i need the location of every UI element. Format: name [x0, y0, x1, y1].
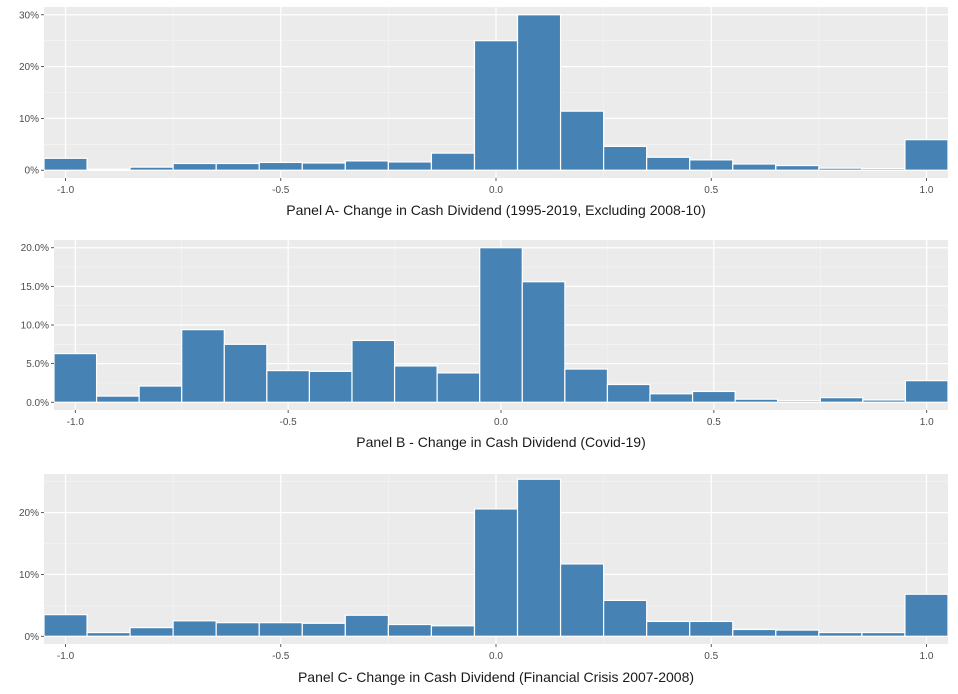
panel-a-bar-4: [215, 162, 260, 171]
panel-c-bar-1: [86, 631, 131, 637]
panel-c-bar-8: [387, 623, 433, 637]
panel-a-x-tick-label: 1.0: [920, 185, 934, 196]
panel-c-x-tick-label: -0.5: [272, 651, 290, 662]
panel-c-bar-16: [732, 628, 777, 637]
panel-c-x-tick-label: 1.0: [920, 651, 934, 662]
panel-b-x-tick-label: 0.0: [494, 417, 508, 428]
panel-c-bar-6: [301, 622, 346, 637]
panel-a-bar-12: [559, 110, 605, 171]
panel-a-bar-16: [732, 163, 777, 171]
panel-b-bar-14: [649, 393, 694, 403]
panel-b-y-tick-label: 20.0%: [21, 243, 49, 254]
panel-a-bar-20: [904, 139, 949, 171]
panel-c-bar-17: [775, 629, 820, 637]
panel-c: 0% 10% 20% -1.0 -0.5 0.0 0.5 1.0 Panel C- Change…: [19, 474, 949, 685]
panel-c-bar-15: [689, 620, 734, 637]
panel-c-bar-18: [818, 631, 863, 637]
panel-a-x-axis-title: Panel A- Change in Cash Dividend (1995-2…: [286, 202, 706, 218]
panel-a-bar-0: [43, 157, 88, 171]
panel-b-bar-6: [308, 370, 353, 403]
panel-b-bar-11: [521, 281, 566, 403]
panel-c-bar-13: [603, 599, 648, 637]
panel-a-y-tick-label: 30%: [19, 10, 39, 21]
panel-a-bar-15: [689, 159, 734, 171]
panel-c-y-tick-label: 20%: [19, 508, 39, 519]
panel-b-y-tick-label: 15.0%: [21, 282, 49, 293]
panel-a: 0% 10% 20% 30% -1.0 -0.5 0.0 0.5 1.0 Panel A- Cha…: [19, 7, 949, 218]
panel-b: 0.0% 5.0% 10.0% 15.0% 20.0% -1.0 -0.5 0.0 0.5 1.0…: [21, 240, 949, 450]
panel-a-bar-7: [344, 160, 389, 171]
panel-c-y-tick-label: 0%: [25, 632, 40, 643]
panel-c-bar-4: [215, 622, 260, 637]
panel-b-bar-10: [479, 247, 523, 403]
panel-a-bar-2: [129, 166, 174, 171]
panel-a-bar-13: [603, 145, 648, 171]
panel-b-y-tick-label: 10.0%: [21, 321, 49, 332]
panel-a-bar-14: [646, 156, 691, 171]
panel-a-x-tick-label: 0.5: [704, 185, 718, 196]
panel-b-bar-17: [777, 400, 821, 403]
panel-c-x-tick-label: -1.0: [57, 651, 75, 662]
panel-a-x-tick-label: -0.5: [272, 185, 290, 196]
panel-c-bar-10: [473, 508, 519, 637]
panel-c-bar-14: [646, 620, 691, 637]
panel-a-bar-8: [387, 161, 433, 171]
panel-c-bar-3: [172, 620, 217, 637]
panel-c-bar-0: [43, 614, 88, 637]
panel-b-x-tick-label: -0.5: [280, 417, 298, 428]
panel-b-bar-20: [904, 380, 949, 403]
panel-c-bar-2: [129, 627, 174, 637]
panel-b-bar-2: [138, 385, 183, 403]
panel-a-bar-10: [473, 40, 519, 171]
panel-b-bar-0: [53, 352, 98, 403]
panel-b-x-axis-title: Panel B - Change in Cash Dividend (Covid…: [356, 434, 645, 450]
panel-b-bar-13: [606, 383, 651, 403]
panel-b-bar-8: [393, 365, 438, 403]
panel-a-bar-19: [861, 168, 906, 171]
panel-b-bar-1: [95, 395, 140, 403]
panel-a-bar-1: [86, 168, 131, 171]
panel-b-bar-9: [436, 372, 481, 403]
panel-a-bar-17: [775, 164, 820, 171]
panel-c-bar-20: [904, 593, 949, 637]
panel-c-bar-9: [430, 625, 476, 637]
panel-a-y-tick-label: 20%: [19, 62, 39, 73]
panel-b-y-tick-label: 0.0%: [26, 398, 49, 409]
panel-a-y-tick-label: 10%: [19, 114, 39, 125]
panel-c-bar-11: [516, 478, 562, 637]
panel-b-bar-3: [181, 329, 225, 403]
panel-a-bar-11: [516, 14, 562, 171]
panel-c-x-tick-label: 0.5: [704, 651, 718, 662]
panel-c-bar-12: [559, 563, 605, 637]
panel-b-y-tick-label: 5.0%: [26, 359, 49, 370]
panel-a-bar-3: [172, 162, 217, 171]
panel-c-bar-19: [861, 631, 906, 637]
panel-b-bar-15: [691, 390, 736, 403]
panel-c-x-axis-title: Panel C- Change in Cash Dividend (Financ…: [298, 669, 694, 685]
panel-a-x-tick-label: -1.0: [57, 185, 75, 196]
panel-a-bar-6: [301, 162, 346, 171]
panel-b-bar-4: [223, 343, 268, 403]
panel-b-x-tick-label: -1.0: [67, 417, 85, 428]
panel-c-bar-5: [258, 622, 303, 637]
panel-a-x-tick-label: 0.0: [489, 185, 503, 196]
panel-b-bar-19: [862, 399, 907, 403]
panel-b-x-tick-label: 0.5: [707, 417, 721, 428]
panel-a-y-tick-label: 0%: [25, 166, 40, 177]
panel-b-bar-16: [734, 398, 779, 403]
panel-b-bar-7: [351, 339, 396, 403]
panel-a-bar-5: [258, 161, 303, 171]
panel-b-bar-5: [266, 369, 311, 403]
panel-b-bar-18: [819, 397, 864, 403]
panel-b-bar-12: [564, 368, 609, 403]
panel-b-x-tick-label: 1.0: [920, 417, 934, 428]
panel-c-y-tick-label: 10%: [19, 570, 39, 581]
panel-a-bar-18: [818, 167, 863, 171]
panel-c-x-tick-label: 0.0: [489, 651, 503, 662]
panel-c-bar-7: [344, 614, 389, 637]
panel-a-bar-9: [430, 152, 476, 171]
